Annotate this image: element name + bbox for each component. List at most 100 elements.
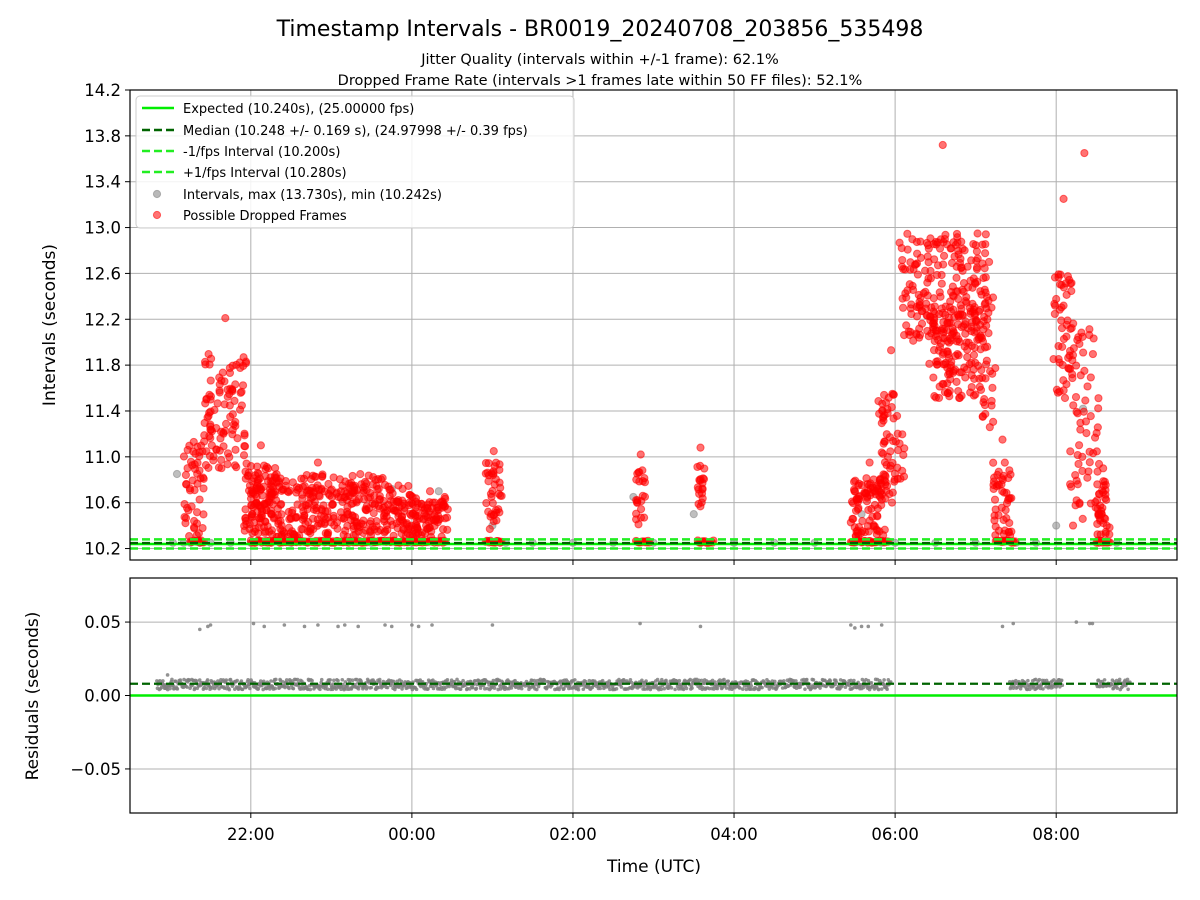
residual-point — [749, 683, 754, 688]
residual-point — [608, 687, 612, 692]
intervals-reference-lines — [130, 538, 1177, 550]
residual-point — [853, 626, 857, 630]
intervals-y-tick-label: 12.6 — [84, 264, 121, 283]
dropped-frame-point — [850, 487, 860, 496]
residual-point — [1041, 687, 1045, 691]
dropped-frame-point — [990, 495, 1000, 504]
intervals-y-tick-label: 14.2 — [84, 81, 121, 100]
legend: Expected (10.240s), (25.00000 fps) Media… — [135, 95, 575, 229]
dropped-frame-point — [260, 528, 269, 537]
dropped-frame-point — [878, 413, 888, 422]
residual-point — [345, 684, 350, 689]
dropped-frame-point — [933, 261, 943, 270]
residual-point — [859, 624, 864, 629]
dropped-frame-point — [1066, 447, 1075, 456]
dropped-frame-point — [1065, 275, 1074, 285]
dropped-frame-point — [482, 498, 491, 508]
dropped-frame-point — [913, 270, 922, 279]
residuals-y-axis-label: Residuals (seconds) — [23, 612, 43, 781]
dropped-frame-point — [929, 373, 938, 382]
intervals-axes-frame — [129, 89, 1178, 561]
dropped-frame-point — [879, 439, 888, 448]
residual-point — [715, 686, 720, 691]
dropped-frame-point — [954, 250, 963, 259]
legend-box — [135, 95, 575, 229]
intervals-y-ticks: 10.2 10.6 11.0 11.4 11.8 12.2 12.6 13.0 13.4 13.8… — [84, 81, 130, 559]
dropped-frame-point — [895, 238, 904, 247]
dropped-frame-point — [255, 486, 264, 495]
dropped-frame-point — [489, 511, 498, 520]
dropped-frame-point — [1086, 411, 1095, 421]
dropped-frame-point — [1088, 349, 1098, 359]
dropped-frame-point — [237, 387, 246, 397]
dropped-frame-point — [1054, 270, 1063, 279]
dropped-frame-point — [183, 464, 192, 473]
residual-point — [684, 686, 689, 691]
residual-point — [1126, 687, 1130, 692]
dropped-frame-point — [219, 442, 228, 451]
residuals-panel: −0.05 0.00 0.05 22:00 00:00 02:00 04:00 06:00 0… — [23, 577, 1178, 877]
dropped-frame-point — [209, 456, 218, 465]
dropped-frame-point — [898, 430, 907, 439]
dropped-frame-point — [930, 309, 939, 318]
dropped-frame-point — [297, 474, 306, 483]
dropped-frame-point — [222, 419, 231, 428]
dropped-frame-point — [696, 461, 705, 471]
dropped-frame-point — [865, 458, 874, 467]
residual-point — [879, 687, 884, 691]
residual-point — [811, 678, 816, 682]
residual-point — [239, 679, 244, 683]
residual-point — [803, 687, 807, 691]
dropped-frame-point — [899, 472, 909, 481]
dropped-frame-point — [348, 471, 357, 481]
residual-point — [389, 624, 394, 629]
residual-point — [869, 681, 874, 685]
dropped-frame-point — [349, 524, 358, 533]
dropped-frame-point — [1074, 333, 1083, 342]
dropped-frame-point — [1102, 495, 1111, 504]
residual-point — [1059, 678, 1064, 683]
dropped-frame-point — [872, 530, 881, 539]
dropped-frame-point — [486, 489, 496, 498]
dropped-frame-point — [438, 525, 448, 534]
dropped-frame-point — [240, 431, 249, 440]
residual-point — [659, 687, 664, 692]
dropped-frame-point — [1071, 470, 1080, 480]
dropped-frame-point — [1060, 393, 1070, 403]
residual-point — [1117, 677, 1122, 682]
dropped-frame-point — [221, 314, 230, 323]
residual-point — [400, 687, 404, 691]
dropped-frame-point — [255, 474, 265, 483]
dropped-frame-point — [933, 360, 942, 369]
residual-point — [879, 623, 884, 627]
residuals-y-tick-label: −0.05 — [70, 760, 121, 779]
dropped-frame-point — [930, 336, 939, 346]
residual-point — [1125, 677, 1130, 682]
residual-point — [356, 624, 360, 629]
dropped-frame-point — [283, 487, 292, 496]
dropped-frame-point — [192, 508, 202, 517]
residual-point — [885, 687, 889, 692]
dropped-frame-point — [974, 361, 983, 370]
dropped-frame-point — [369, 508, 378, 518]
intervals-y-tick-label: 13.8 — [84, 127, 121, 146]
dropped-frame-point — [288, 478, 297, 487]
residual-point — [204, 686, 209, 691]
residual-point — [316, 623, 320, 627]
residuals-reference-lines — [130, 682, 1177, 697]
dropped-frame-point — [906, 304, 915, 313]
dropped-frame-point — [491, 458, 501, 467]
residual-point — [416, 624, 421, 629]
dropped-frame-point — [981, 249, 990, 258]
intervals-y-axis-label: Intervals (seconds) — [40, 244, 60, 406]
residual-point — [886, 678, 891, 682]
intervals-y-tick-label: 11.4 — [84, 402, 121, 421]
residual-point — [702, 681, 706, 686]
residual-point — [513, 678, 517, 683]
dropped-frame-point — [855, 495, 864, 504]
residual-point — [876, 687, 881, 692]
dropped-frame-point — [338, 481, 347, 491]
dropped-frame-point — [321, 507, 330, 516]
dropped-frame-point — [487, 469, 496, 478]
